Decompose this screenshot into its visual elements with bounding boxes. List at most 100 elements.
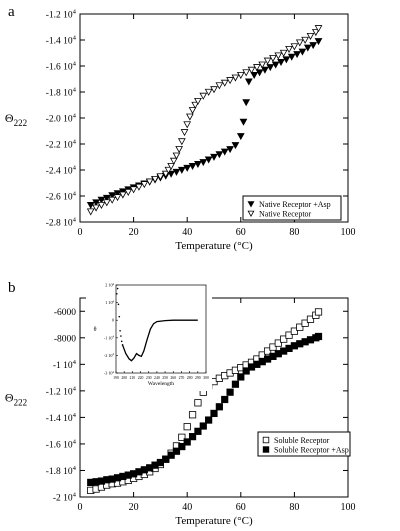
- data-point: [279, 49, 288, 57]
- y-tick-label: -8000: [54, 334, 76, 344]
- x-tick-label: 40: [182, 227, 192, 238]
- data-point: [178, 442, 186, 451]
- data-point: [287, 53, 296, 61]
- x-tick-label: 0: [78, 502, 83, 513]
- data-point: [205, 416, 213, 424]
- data-point: [296, 323, 304, 331]
- data-point: [242, 99, 251, 107]
- data-point: [263, 57, 272, 65]
- data-point: [86, 208, 95, 216]
- y-tick-label: -1.2 104: [46, 386, 77, 398]
- legend-marker: [262, 436, 270, 444]
- data-point: [177, 166, 186, 174]
- data-point: [236, 71, 245, 79]
- inset-x-tick-label: 210: [130, 376, 136, 380]
- inset-x-tick-label: 200: [121, 376, 127, 380]
- data-point: [194, 427, 202, 435]
- data-point: [271, 61, 280, 69]
- y-tick-label: -1.8 104: [46, 87, 77, 99]
- legend-label: Native Receptor: [259, 210, 312, 219]
- data-point: [253, 64, 261, 72]
- y-tick-label: -1.6 104: [46, 61, 77, 73]
- data-point: [250, 71, 259, 79]
- inset-data-point: [120, 340, 123, 343]
- data-point: [113, 190, 122, 198]
- x-tick-label: 20: [129, 227, 139, 238]
- data-point: [309, 42, 318, 50]
- data-point: [169, 157, 178, 165]
- data-point: [199, 422, 207, 430]
- inset-data-point: [118, 315, 121, 318]
- y-tick-label: -6000: [54, 308, 76, 318]
- data-point: [119, 191, 127, 199]
- data-point: [156, 173, 165, 181]
- panel-b-label: b: [8, 280, 16, 296]
- data-point: [306, 32, 315, 40]
- panel-b-plot-frame: [79, 297, 349, 498]
- data-point: [215, 82, 224, 90]
- x-tick-label: 100: [341, 502, 356, 513]
- data-point: [226, 146, 234, 154]
- data-point: [258, 61, 267, 69]
- legend-marker: [247, 210, 255, 217]
- inset-y-axis-label: θ: [94, 327, 97, 333]
- y-tick-label: -1.8 104: [46, 465, 77, 477]
- data-point: [231, 380, 240, 388]
- inset-x-tick-label: 230: [146, 376, 152, 380]
- data-point: [97, 201, 106, 209]
- data-point: [231, 74, 240, 82]
- y-tick-label: -1.2 104: [46, 9, 77, 21]
- inset-x-tick-label: 190: [113, 376, 119, 380]
- panel-b-data-points: [87, 308, 323, 494]
- inset-frame: [115, 284, 207, 374]
- x-tick-label: 80: [289, 227, 299, 238]
- inset-spectrum-line: [121, 319, 198, 362]
- inset-x-tick-label: 280: [187, 376, 193, 380]
- data-point: [175, 146, 184, 154]
- data-point: [86, 201, 95, 209]
- y-tick-label: -2.6 104: [46, 191, 77, 203]
- panel-a-label: a: [8, 4, 15, 20]
- data-point: [220, 79, 229, 87]
- data-point: [177, 138, 186, 146]
- y-tick-label: -1 104: [53, 359, 77, 371]
- data-point: [140, 181, 149, 189]
- data-point: [269, 55, 277, 63]
- x-tick-label: 80: [289, 502, 299, 513]
- data-point: [194, 97, 202, 105]
- data-point: [188, 411, 197, 419]
- data-point: [226, 77, 234, 85]
- inset-y-tick-label: 1 104: [105, 299, 114, 305]
- x-tick-label: 60: [236, 502, 246, 513]
- data-point: [97, 196, 106, 204]
- data-point: [244, 78, 253, 86]
- data-point: [135, 183, 143, 191]
- data-point: [183, 121, 192, 129]
- data-point: [242, 367, 250, 375]
- data-point: [188, 162, 197, 170]
- data-point: [199, 159, 208, 167]
- data-point: [145, 178, 154, 186]
- data-point: [161, 170, 170, 178]
- data-point: [183, 438, 191, 446]
- data-point: [102, 199, 111, 207]
- y-tick-label: -2.2 104: [46, 139, 77, 151]
- data-point: [108, 192, 117, 200]
- y-tick-label: -1.4 104: [46, 412, 77, 424]
- data-point: [285, 45, 293, 53]
- data-point: [314, 25, 323, 33]
- inset-x-tick-label: 220: [138, 376, 144, 380]
- data-point: [151, 175, 159, 183]
- inset-x-tick-label: 270: [179, 376, 185, 380]
- data-point: [303, 44, 312, 52]
- panel-a-y-axis-label: Θ222: [5, 111, 27, 128]
- legend-marker: [262, 446, 270, 453]
- data-point: [261, 66, 269, 74]
- inset-data-point: [120, 335, 122, 337]
- inset-x-tick-label: 250: [162, 376, 168, 380]
- data-point: [215, 403, 223, 411]
- panel-a-axes: 0 20 40 60 80 100 -2.8 104 -2.6 104 -2.4 104 -2.2…: [46, 9, 356, 238]
- data-point: [194, 161, 202, 169]
